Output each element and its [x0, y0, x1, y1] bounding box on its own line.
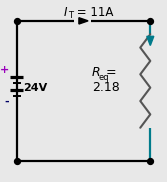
- Text: =: =: [106, 66, 116, 79]
- Text: -: -: [4, 97, 9, 107]
- Text: 2.18: 2.18: [92, 80, 120, 94]
- Text: +: +: [0, 65, 9, 75]
- Text: = 11A: = 11A: [73, 6, 113, 19]
- Text: eq: eq: [98, 73, 109, 82]
- Text: I: I: [63, 6, 67, 19]
- Text: 24V: 24V: [23, 83, 47, 93]
- Point: [149, 19, 152, 22]
- Text: R: R: [92, 66, 101, 79]
- Point: [15, 160, 18, 163]
- Polygon shape: [147, 36, 154, 46]
- Text: T: T: [68, 11, 73, 20]
- Point: [149, 160, 152, 163]
- Point: [15, 19, 18, 22]
- Polygon shape: [79, 18, 88, 24]
